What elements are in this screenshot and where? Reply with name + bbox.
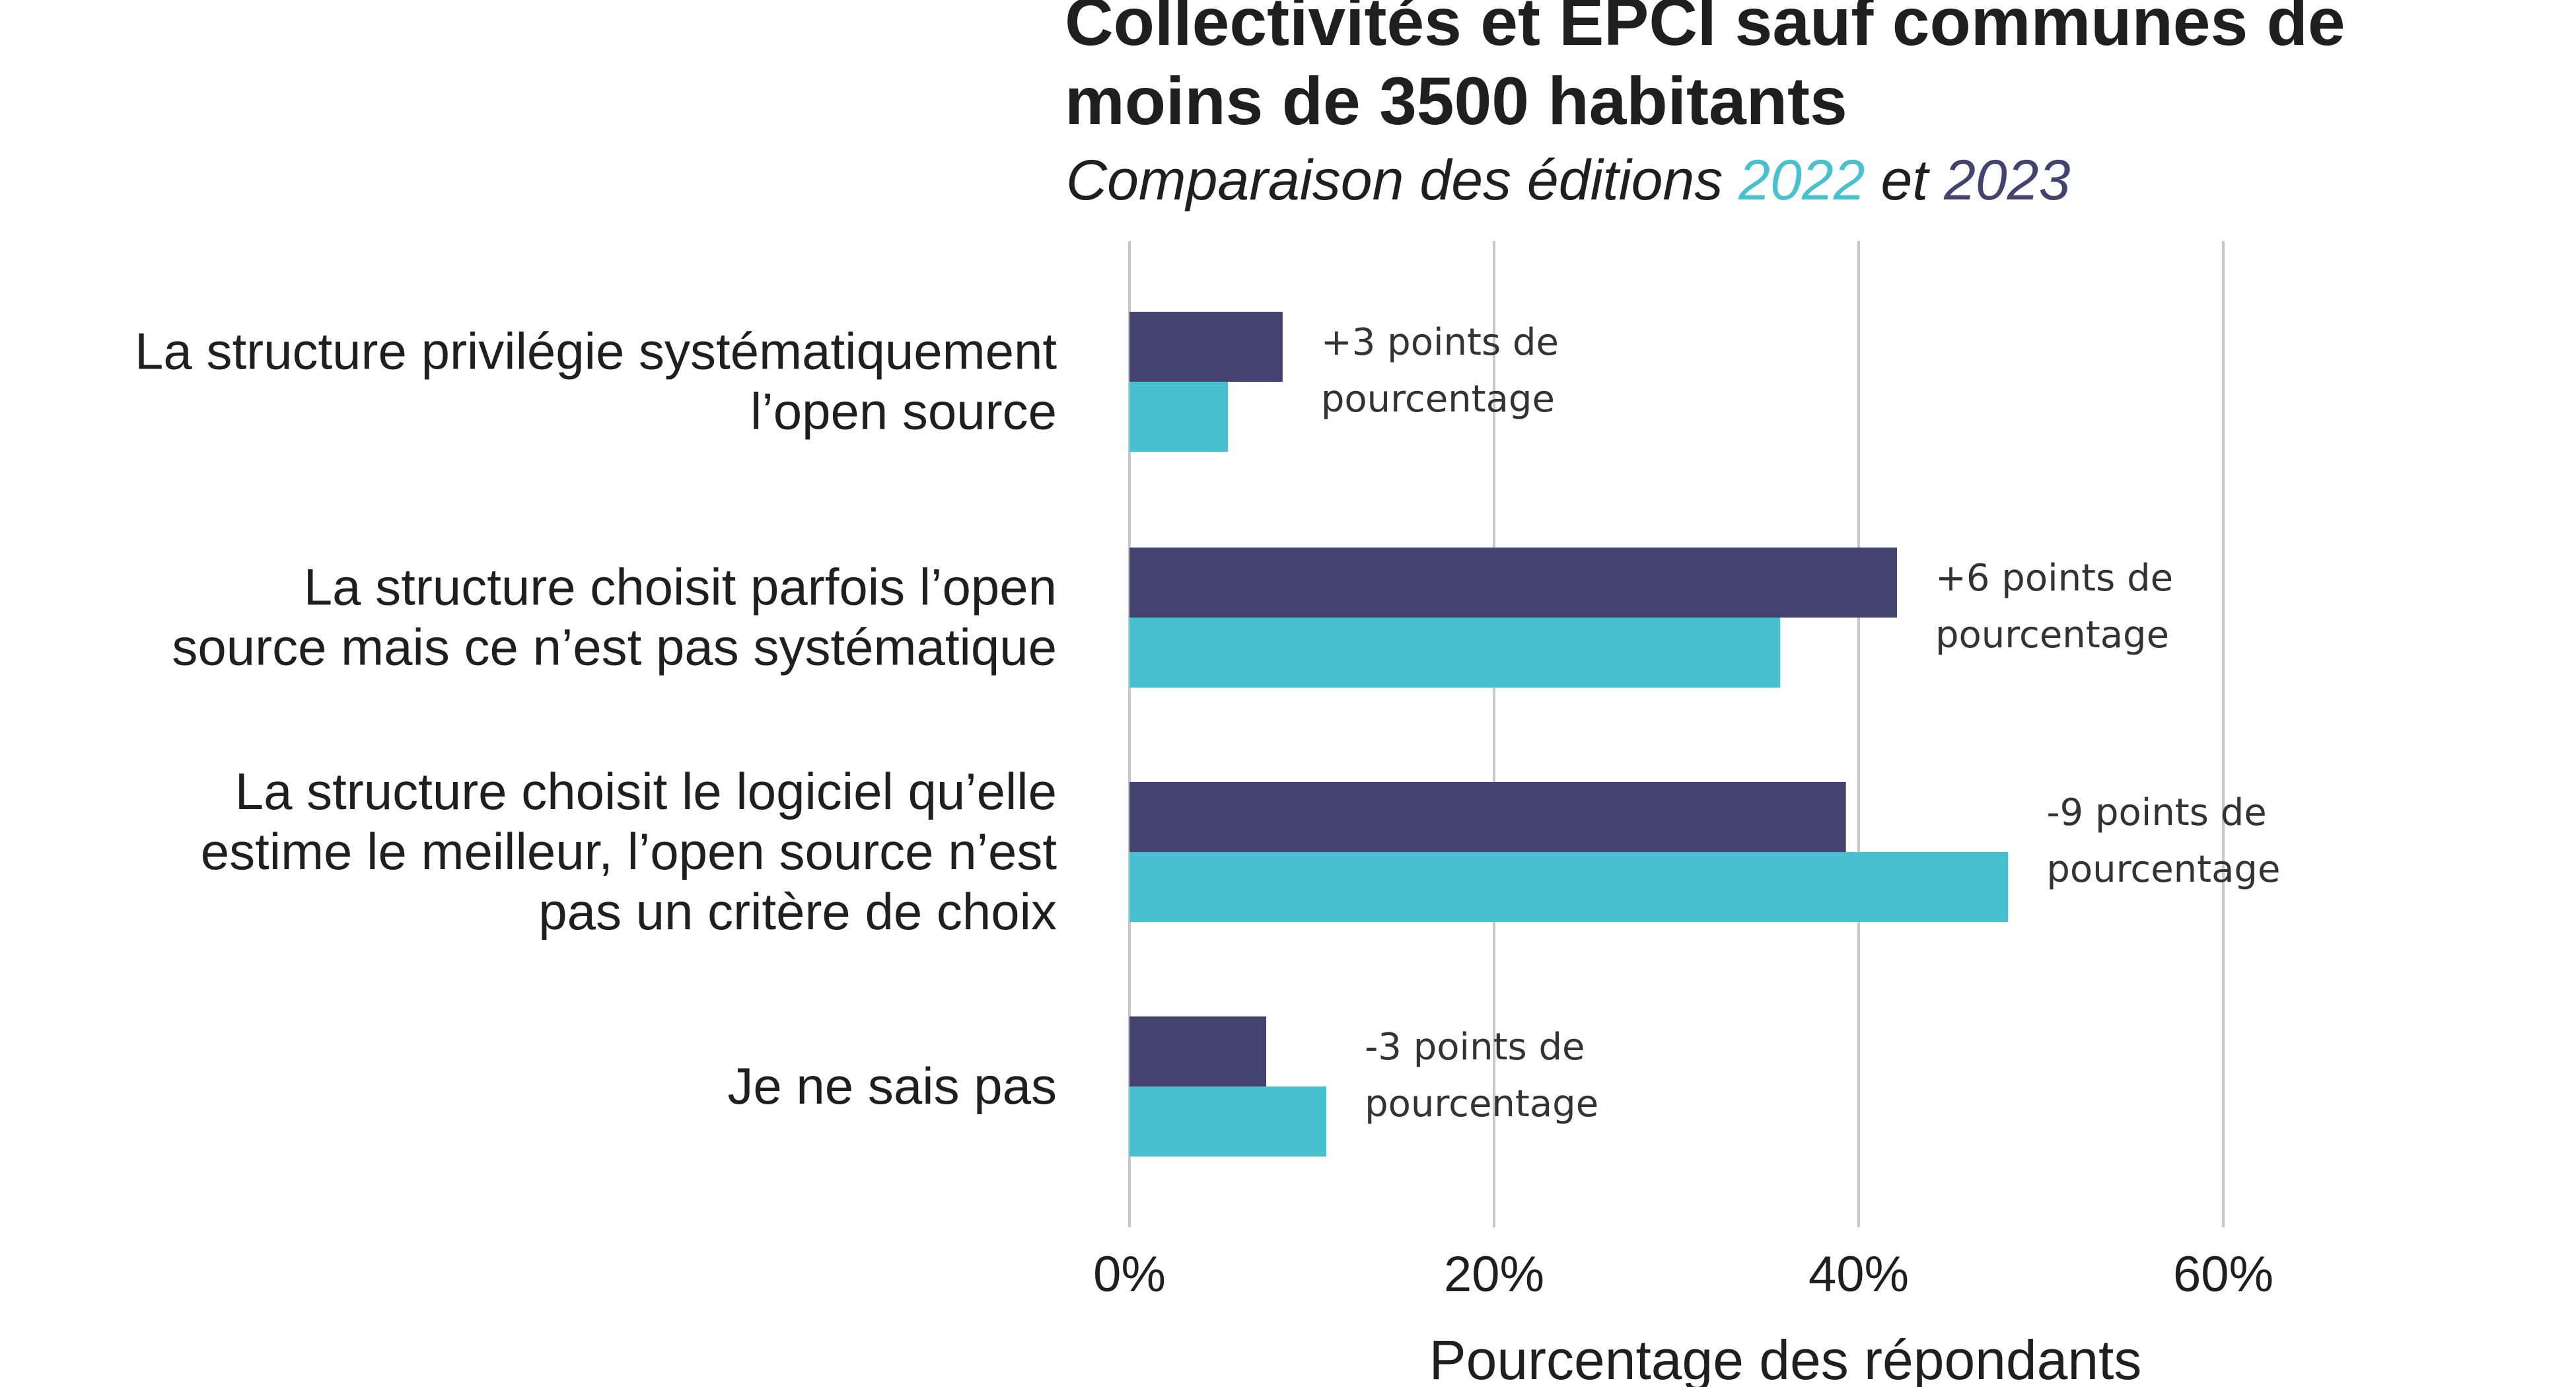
category-label: La structure choisit le logiciel qu’elle — [235, 762, 1057, 820]
x-tick-label: 20% — [1444, 1246, 1544, 1302]
change-annotation: pourcentage — [1935, 614, 2169, 657]
change-annotation: pourcentage — [1321, 378, 1555, 421]
change-annotation: +3 points de — [1321, 321, 1559, 364]
change-annotation: -3 points de — [1365, 1026, 1585, 1069]
category-label: estime le meilleur, l’open source n’est — [201, 822, 1057, 880]
change-annotation: -9 points de — [2046, 791, 2266, 834]
category-label: La structure privilégie systématiquement — [135, 322, 1057, 380]
chart-subtitle: Comparaison des éditions 2022 et 2023 — [1066, 149, 2071, 212]
chart-title-line-1: Collectivités et EPCI sauf communes de — [1065, 0, 2345, 59]
subtitle-year-2023: 2023 — [1943, 149, 2070, 212]
bar-2023 — [1129, 782, 1846, 852]
bar-2022 — [1129, 618, 1781, 688]
plot-area: 0% 20% 40% 60% Pourcentage des répondants La … — [135, 241, 2280, 1387]
bar-2023 — [1129, 1016, 1266, 1086]
change-annotation: +6 points de — [1935, 557, 2173, 600]
category-label: Je ne sais pas — [727, 1057, 1057, 1115]
subtitle-year-2022: 2022 — [1738, 149, 1865, 212]
subtitle-prefix: Comparaison des éditions — [1066, 149, 1738, 212]
x-tick-label: 60% — [2173, 1246, 2273, 1302]
category-label: source mais ce n’est pas systématique — [172, 618, 1057, 676]
bar-2022 — [1129, 1086, 1327, 1156]
bar-2023 — [1129, 312, 1283, 382]
bar-2022 — [1129, 852, 2009, 922]
x-axis-title: Pourcentage des répondants — [1429, 1329, 2142, 1387]
category-label: l’open source — [750, 382, 1057, 441]
category-label: pas un critère de choix — [538, 882, 1057, 941]
subtitle-middle: et — [1865, 149, 1945, 212]
bar-2023 — [1129, 548, 1897, 618]
category-label: La structure choisit parfois l’open — [304, 558, 1057, 616]
x-tick-label: 40% — [1808, 1246, 1909, 1302]
change-annotation: pourcentage — [1365, 1083, 1598, 1125]
bar-2022 — [1129, 382, 1229, 452]
change-annotation: pourcentage — [2046, 848, 2280, 891]
chart-title-line-2: moins de 3500 habitants — [1065, 63, 1847, 139]
x-tick-label: 0% — [1093, 1246, 1166, 1302]
